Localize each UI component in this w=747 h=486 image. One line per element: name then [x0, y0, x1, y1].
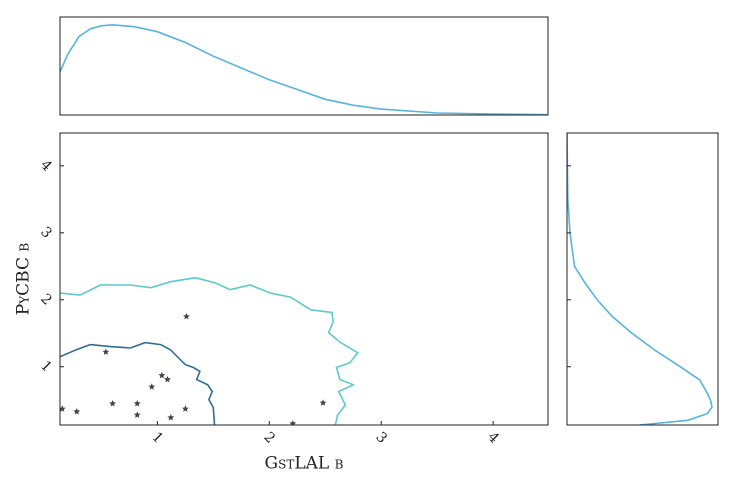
y-axis-label: PyCBC β: [14, 243, 34, 316]
point: [73, 408, 81, 415]
point: [158, 371, 166, 379]
contour: [60, 341, 216, 425]
x-tick-label: 3: [372, 429, 390, 447]
plot-frame: [59, 16, 549, 116]
density-curve: [60, 23, 548, 115]
point: [133, 411, 141, 418]
y-tick-label: 4: [37, 157, 55, 175]
point: [60, 405, 66, 412]
point: [133, 400, 141, 407]
x-tick-label: 4: [484, 429, 502, 447]
point: [289, 420, 297, 425]
point: [167, 414, 175, 421]
point: [109, 400, 116, 407]
point: [102, 348, 110, 355]
point: [319, 399, 327, 406]
x-tick-label: 2: [260, 429, 278, 447]
x-tick-label: 1: [149, 429, 167, 447]
point: [183, 312, 190, 320]
y-tick-label: 1: [37, 358, 55, 376]
density-curve: [567, 133, 713, 425]
point: [164, 375, 171, 383]
contour: [60, 276, 359, 425]
plot-frame: [566, 132, 719, 426]
y-tick-label: 3: [37, 224, 55, 242]
plot-frame: [59, 132, 549, 426]
point: [181, 405, 189, 412]
point: [148, 383, 156, 390]
y-tick-label: 2: [37, 291, 55, 309]
x-axis-label: GstLAL β: [265, 454, 344, 474]
